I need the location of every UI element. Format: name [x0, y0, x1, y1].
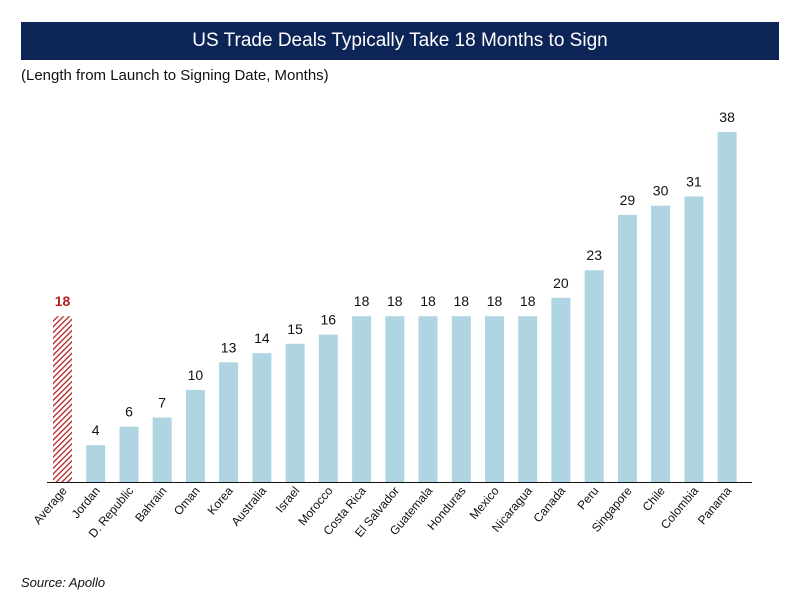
value-label-morocco: 16	[321, 312, 337, 328]
bar-chile	[651, 205, 671, 482]
value-label-nicaragua: 18	[520, 293, 536, 309]
x-label-australia: Australia	[228, 484, 269, 529]
bar-morocco	[318, 334, 338, 482]
x-label-israel: Israel	[273, 484, 303, 515]
value-label-israel: 15	[287, 321, 303, 337]
bar-korea	[219, 362, 239, 482]
bar-colombia	[684, 196, 704, 482]
value-label-honduras: 18	[454, 293, 470, 309]
value-label-costa-rica: 18	[354, 293, 370, 309]
bar-el-salvador	[385, 316, 405, 482]
value-label-singapore: 29	[620, 192, 636, 208]
bar-israel	[285, 343, 305, 482]
bar-guatemala	[418, 316, 438, 482]
value-label-jordan: 4	[92, 422, 100, 438]
x-label-chile: Chile	[640, 484, 669, 514]
value-label-bahrain: 7	[158, 395, 166, 411]
bar-bahrain	[152, 417, 172, 482]
x-label-average: Average	[30, 484, 70, 527]
bar-oman	[185, 389, 205, 482]
bar-jordan	[86, 445, 106, 482]
value-label-canada: 20	[553, 275, 569, 291]
chart-subtitle: (Length from Launch to Signing Date, Mon…	[21, 67, 329, 84]
chart-title: US Trade Deals Typically Take 18 Months …	[21, 22, 779, 60]
value-label-korea: 13	[221, 339, 237, 355]
x-label-panama: Panama	[695, 484, 735, 527]
x-label-oman: Oman	[171, 484, 203, 518]
bar-costa-rica	[352, 316, 372, 482]
bar-australia	[252, 353, 272, 482]
value-label-average: 18	[55, 293, 71, 309]
bar-d-republic	[119, 426, 139, 482]
chart-title-text: US Trade Deals Typically Take 18 Months …	[192, 30, 608, 51]
bar-panama	[717, 132, 737, 482]
x-label-korea: Korea	[205, 484, 237, 518]
bar-peru	[584, 270, 604, 482]
bar-nicaragua	[518, 316, 538, 482]
value-label-mexico: 18	[487, 293, 503, 309]
x-label-peru: Peru	[574, 484, 601, 512]
bar-canada	[551, 297, 571, 482]
bar-honduras	[451, 316, 471, 482]
source-note: Source: Apollo	[21, 575, 106, 590]
bar-mexico	[485, 316, 504, 482]
bars-group	[53, 132, 737, 482]
bar-average	[53, 316, 72, 482]
x-label-canada: Canada	[530, 484, 568, 525]
value-label-peru: 23	[586, 247, 602, 263]
value-label-guatemala: 18	[420, 293, 436, 309]
value-label-australia: 14	[254, 330, 270, 346]
bar-singapore	[617, 214, 637, 482]
value-label-chile: 30	[653, 183, 669, 199]
value-label-el-salvador: 18	[387, 293, 403, 309]
value-label-d-republic: 6	[125, 404, 133, 420]
value-labels-group: 18 4 6 7 10 13 14 15 16 18 18 18 18 18 18 20 23 29 30 31 38	[55, 109, 735, 438]
value-label-colombia: 31	[686, 174, 702, 190]
x-label-bahrain: Bahrain	[132, 484, 169, 525]
value-label-panama: 38	[719, 109, 735, 125]
value-label-oman: 10	[188, 367, 204, 383]
